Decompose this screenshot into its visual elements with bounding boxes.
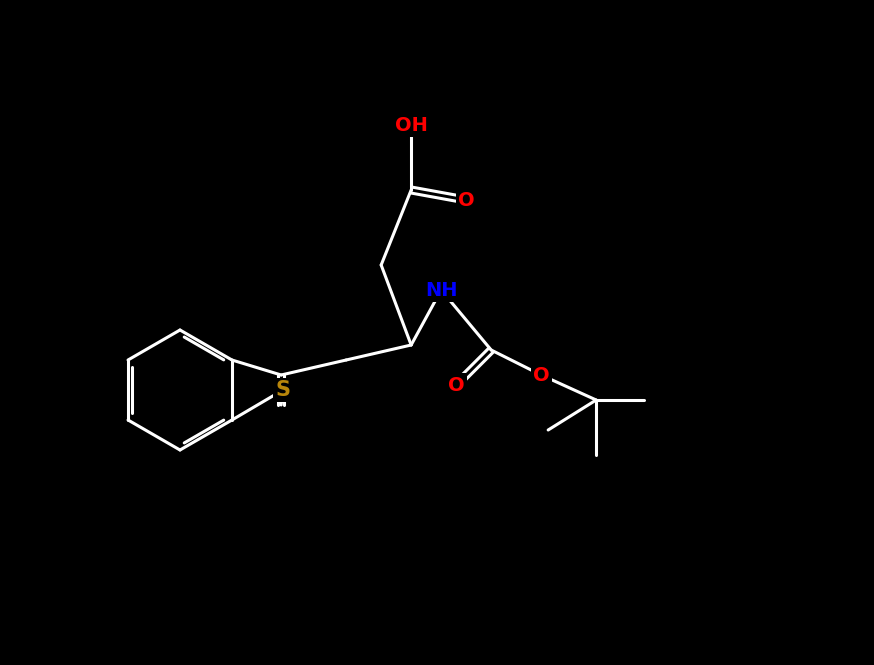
Text: O: O xyxy=(447,376,464,394)
Text: S: S xyxy=(275,380,290,400)
Text: OH: OH xyxy=(395,116,427,134)
Text: NH: NH xyxy=(425,281,457,299)
Text: O: O xyxy=(458,190,475,209)
Text: O: O xyxy=(533,366,550,384)
